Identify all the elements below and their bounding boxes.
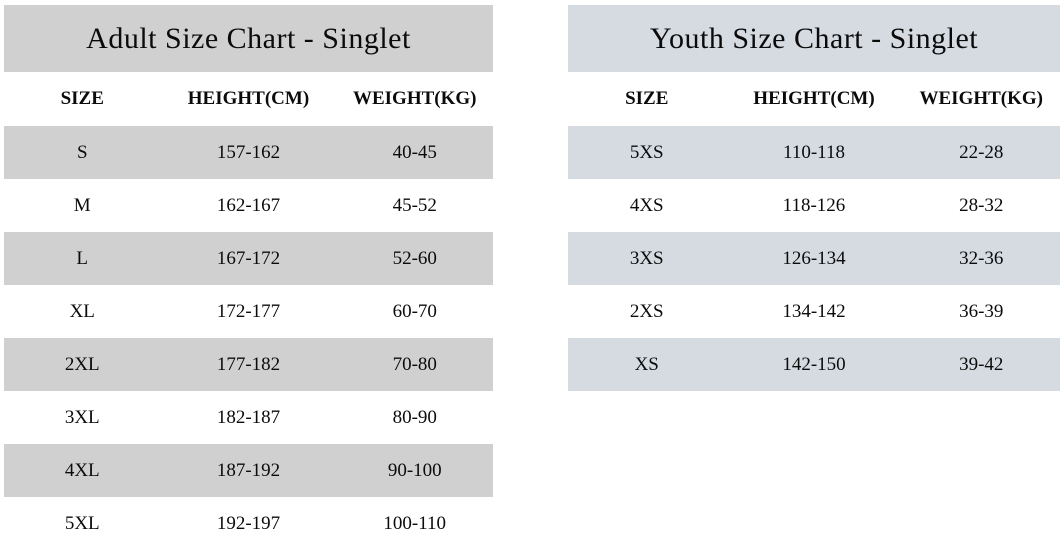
- table-row: 5XL 192-197 100-110: [4, 497, 493, 550]
- table-row: 2XL 177-182 70-80: [4, 338, 493, 391]
- table-row: XL 172-177 60-70: [4, 285, 493, 338]
- size-cell: L: [76, 247, 89, 269]
- adult-table-rows: S 157-162 40-45 M 162-167 45-52 L 167-172 52-60 X…: [4, 126, 493, 550]
- height-cell: 118-126: [782, 194, 846, 216]
- height-cell: 172-177: [216, 300, 281, 322]
- weight-cell: 39-42: [959, 353, 1004, 375]
- size-cell: 4XL: [64, 459, 100, 481]
- youth-size-chart-table: Youth Size Chart - Singlet SIZE HEIGHT(C…: [568, 5, 1060, 391]
- table-row: 4XL 187-192 90-100: [4, 444, 493, 497]
- size-cell: XS: [634, 353, 659, 375]
- size-cell: 5XS: [629, 141, 664, 163]
- adult-size-chart-table: Adult Size Chart - Singlet SIZE HEIGHT(C…: [4, 5, 493, 550]
- adult-header-weight: WEIGHT(KG): [352, 88, 477, 109]
- weight-cell: 52-60: [392, 247, 437, 269]
- table-row: 5XS 110-118 22-28: [568, 126, 1060, 179]
- height-cell: 162-167: [216, 194, 281, 216]
- adult-header-height: HEIGHT(CM): [187, 88, 310, 109]
- height-cell: 182-187: [216, 406, 281, 428]
- weight-cell: 80-90: [392, 406, 437, 428]
- height-cell: 167-172: [216, 247, 281, 269]
- height-cell: 192-197: [216, 512, 281, 534]
- youth-header-weight: WEIGHT(KG): [919, 88, 1044, 109]
- height-cell: 142-150: [782, 353, 846, 375]
- weight-cell: 70-80: [392, 353, 437, 375]
- size-cell: XL: [69, 300, 95, 322]
- height-cell: 157-162: [216, 141, 281, 163]
- youth-table-header-row: SIZE HEIGHT(CM) WEIGHT(KG): [568, 72, 1060, 126]
- adult-header-size: SIZE: [60, 88, 104, 109]
- weight-cell: 100-110: [383, 512, 447, 534]
- size-cell: M: [73, 194, 91, 216]
- youth-header-height: HEIGHT(CM): [753, 88, 875, 109]
- height-cell: 187-192: [216, 459, 281, 481]
- height-cell: 134-142: [782, 300, 846, 322]
- height-cell: 177-182: [216, 353, 281, 375]
- weight-cell: 40-45: [392, 141, 437, 163]
- height-cell: 110-118: [783, 141, 845, 163]
- adult-table-header-row: SIZE HEIGHT(CM) WEIGHT(KG): [4, 72, 493, 126]
- size-cell: 2XS: [629, 300, 664, 322]
- weight-cell: 22-28: [959, 141, 1004, 163]
- table-row: 3XS 126-134 32-36: [568, 232, 1060, 285]
- weight-cell: 36-39: [959, 300, 1004, 322]
- youth-header-size: SIZE: [625, 88, 669, 109]
- size-cell: 2XL: [64, 353, 100, 375]
- size-cell: 4XS: [629, 194, 664, 216]
- size-cell: 3XL: [64, 406, 100, 428]
- weight-cell: 28-32: [959, 194, 1004, 216]
- weight-cell: 90-100: [387, 459, 442, 481]
- table-row: M 162-167 45-52: [4, 179, 493, 232]
- youth-table-rows: 5XS 110-118 22-28 4XS 118-126 28-32 3XS 126-134…: [568, 126, 1060, 391]
- size-cell: S: [76, 141, 88, 163]
- table-row: 3XL 182-187 80-90: [4, 391, 493, 444]
- table-row: S 157-162 40-45: [4, 126, 493, 179]
- weight-cell: 60-70: [392, 300, 437, 322]
- adult-table-title: Adult Size Chart - Singlet: [4, 5, 493, 72]
- youth-table-title: Youth Size Chart - Singlet: [568, 5, 1060, 72]
- size-cell: 5XL: [64, 512, 100, 534]
- height-cell: 126-134: [782, 247, 846, 269]
- weight-cell: 45-52: [392, 194, 437, 216]
- size-cell: 3XS: [629, 247, 664, 269]
- table-row: 4XS 118-126 28-32: [568, 179, 1060, 232]
- table-row: XS 142-150 39-42: [568, 338, 1060, 391]
- table-row: 2XS 134-142 36-39: [568, 285, 1060, 338]
- table-row: L 167-172 52-60: [4, 232, 493, 285]
- weight-cell: 32-36: [959, 247, 1004, 269]
